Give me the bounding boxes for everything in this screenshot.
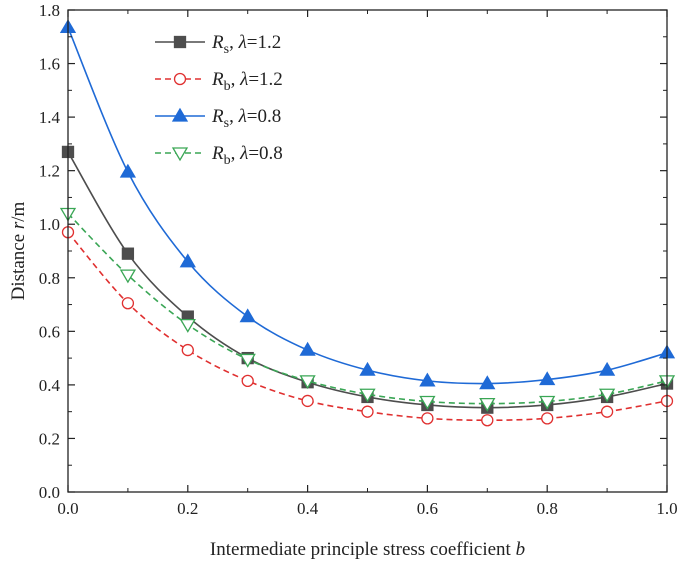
- data-point: [359, 388, 376, 403]
- data-point: [600, 405, 614, 418]
- legend: Rs, λ=1.2 Rb, λ=1.2 Rs, λ=0.8 Rb, λ=0.8: [155, 32, 283, 168]
- ticks-layer: 0.0 0.2 0.4 0.6 0.8 1.0 0.0 0.2 0.4 0.6 0.8 1.0 1.2 1…: [39, 1, 678, 518]
- data-point: [479, 375, 496, 390]
- x-tick-label: 1.0: [656, 499, 677, 518]
- data-point: [119, 269, 137, 284]
- y-tick-label: 1.2: [39, 162, 60, 181]
- x-axis-title-text: Intermediate principle stress coefficien…: [210, 539, 516, 560]
- legend-marker: [171, 107, 189, 122]
- series-4: [59, 207, 676, 412]
- legend-item: Rb, λ=0.8: [155, 143, 283, 168]
- legend-item: Rs, λ=0.8: [155, 106, 281, 131]
- data-point: [301, 394, 314, 408]
- data-point: [239, 308, 256, 323]
- data-point: [598, 361, 616, 376]
- data-point: [179, 318, 196, 333]
- data-point: [239, 353, 256, 368]
- x-tick-label: 0.4: [297, 499, 319, 518]
- data-point: [539, 371, 556, 386]
- legend-item: Rs, λ=1.2: [155, 32, 281, 57]
- y-axis-title-var: r: [8, 221, 29, 229]
- data-point: [119, 163, 137, 178]
- series-line: [67, 212, 668, 405]
- y-tick-label: 0.0: [39, 483, 60, 502]
- y-tick-label: 0.4: [39, 376, 61, 395]
- series-line: [67, 151, 668, 409]
- data-point: [479, 397, 496, 412]
- data-point: [121, 297, 135, 310]
- series-line: [67, 231, 668, 422]
- data-point: [299, 375, 316, 390]
- y-tick-label: 1.4: [39, 108, 61, 127]
- data-point: [481, 414, 494, 427]
- x-tick-label: 0.6: [417, 499, 438, 518]
- legend-label: Rs, λ=0.8: [211, 106, 281, 131]
- series-3: [59, 19, 676, 390]
- y-tick-label: 0.2: [39, 429, 60, 448]
- x-tick-label: 0.0: [57, 499, 78, 518]
- data-point: [539, 395, 556, 410]
- data-point: [419, 395, 436, 410]
- data-point: [241, 374, 254, 388]
- y-tick-label: 0.8: [39, 269, 60, 288]
- data-point: [419, 372, 436, 387]
- y-tick-label: 0.6: [39, 322, 60, 341]
- plot-frame: [67, 9, 668, 493]
- data-point: [421, 412, 434, 425]
- x-axis-title-var: b: [516, 539, 526, 560]
- data-point: [299, 341, 316, 356]
- legend-marker: [173, 72, 187, 86]
- y-axis-title-suffix: /m: [8, 201, 29, 221]
- x-tick-label: 0.2: [177, 499, 198, 518]
- legend-label: Rs, λ=1.2: [211, 32, 281, 57]
- data-point: [179, 253, 196, 268]
- y-tick-label: 1.8: [39, 1, 60, 20]
- legend-label: Rb, λ=0.8: [211, 143, 283, 168]
- data-point: [361, 405, 374, 418]
- legend-label: Rb, λ=1.2: [211, 69, 283, 94]
- legend-marker: [173, 35, 187, 49]
- data-point: [541, 412, 554, 425]
- y-tick-label: 1.0: [39, 215, 60, 234]
- x-axis-title: Intermediate principle stress coefficien…: [210, 539, 525, 560]
- legend-item: Rb, λ=1.2: [155, 69, 283, 94]
- series-layer: [59, 19, 676, 427]
- y-axis-title: Distance r/m: [8, 201, 29, 300]
- y-axis-title-prefix: Distance: [8, 229, 29, 300]
- data-point: [598, 388, 616, 403]
- data-point: [121, 247, 135, 260]
- data-point: [359, 361, 376, 376]
- y-tick-label: 1.6: [39, 55, 60, 74]
- legend-marker: [171, 147, 189, 162]
- data-point: [181, 343, 194, 357]
- x-tick-label: 0.8: [537, 499, 558, 518]
